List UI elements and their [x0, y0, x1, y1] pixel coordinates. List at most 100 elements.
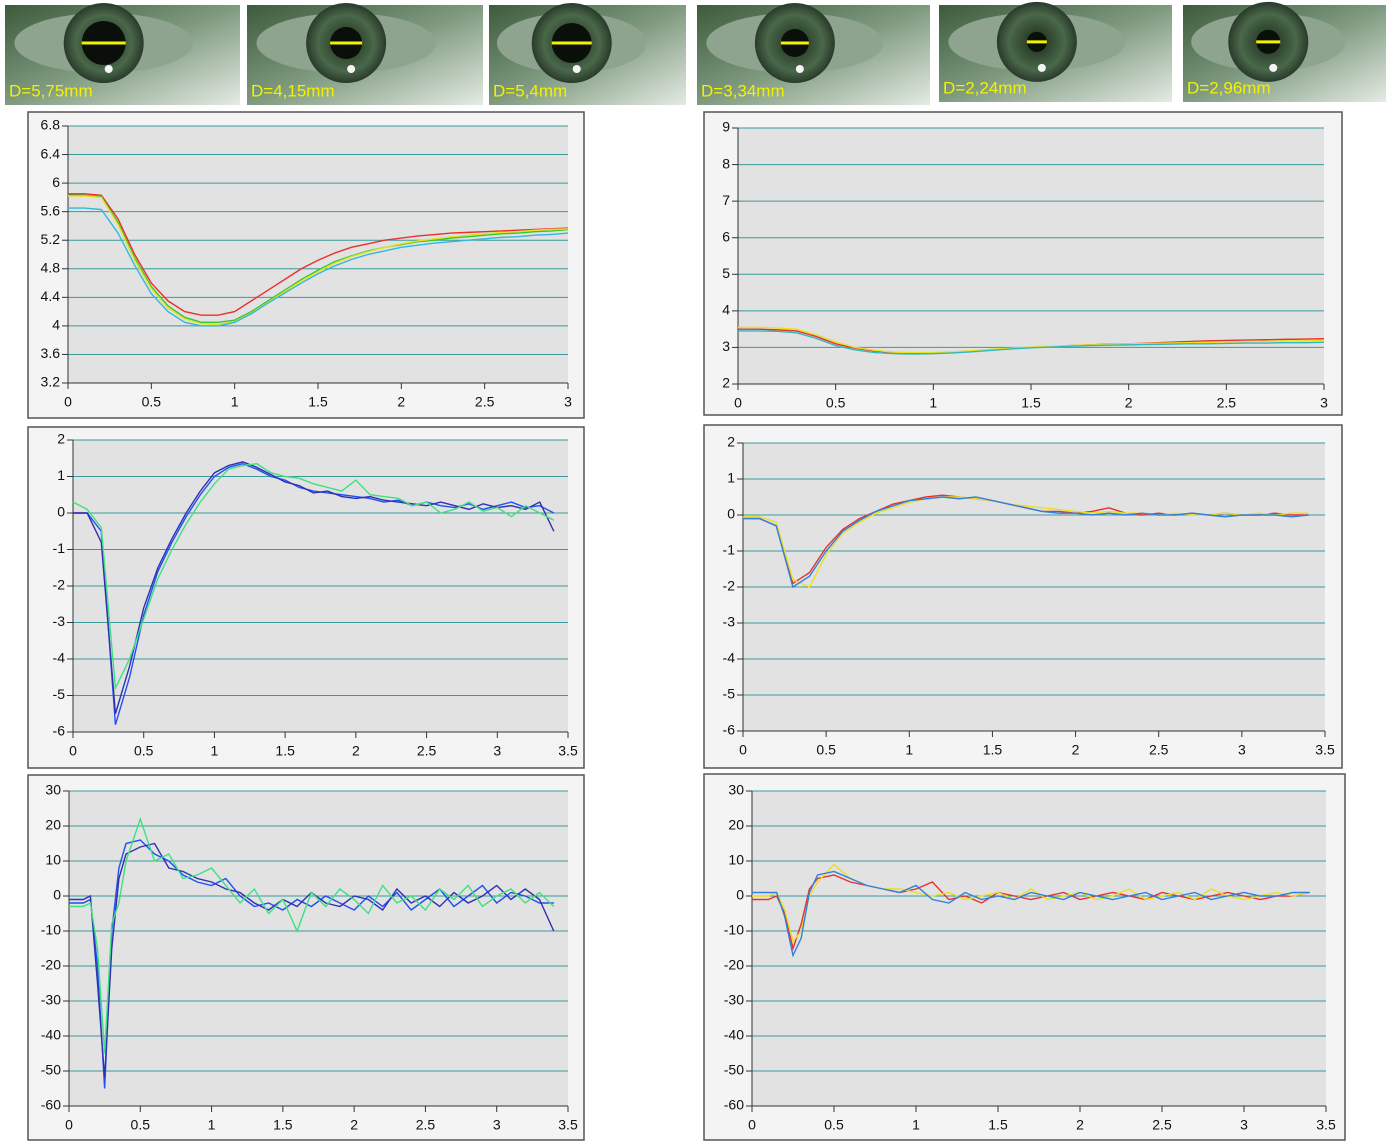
x-tick-label: 1.5	[273, 1117, 293, 1133]
chart: 3.23.644.44.85.25.666.46.800.511.522.53	[28, 112, 584, 418]
y-tick-label: 0	[53, 887, 61, 903]
x-tick-label: 2.5	[475, 394, 495, 410]
x-tick-label: 3.5	[1316, 1117, 1336, 1133]
x-tick-label: 3	[493, 743, 501, 759]
x-tick-label: 3	[1320, 395, 1328, 411]
x-tick-label: 3	[1238, 742, 1246, 758]
y-tick-label: 7	[722, 192, 730, 208]
y-tick-label: -30	[724, 992, 744, 1008]
y-tick-label: -50	[724, 1062, 744, 1078]
x-tick-label: 0	[734, 395, 742, 411]
reflection	[1269, 64, 1277, 72]
x-tick-label: 1.5	[988, 1117, 1008, 1133]
y-tick-label: 3	[722, 338, 730, 354]
x-tick-label: 3.5	[1315, 742, 1335, 758]
reflection	[573, 65, 581, 73]
y-tick-label: 30	[45, 782, 61, 798]
x-tick-label: 0.5	[824, 1117, 844, 1133]
y-tick-label: 10	[728, 852, 744, 868]
plot-area	[68, 126, 568, 383]
y-tick-label: 0	[727, 506, 735, 522]
y-tick-label: -60	[41, 1097, 61, 1113]
plot-area	[69, 791, 568, 1106]
x-tick-label: 1	[208, 1117, 216, 1133]
x-tick-label: 0	[64, 394, 72, 410]
y-tick-label: 2	[57, 431, 65, 447]
x-tick-label: 0	[65, 1117, 73, 1133]
y-tick-label: 2	[727, 434, 735, 450]
x-tick-label: 0.5	[131, 1117, 151, 1133]
y-tick-label: 6	[722, 228, 730, 244]
y-tick-label: -20	[41, 957, 61, 973]
eye-label: D=2,96mm	[1187, 78, 1271, 97]
x-tick-label: 2.5	[416, 1117, 436, 1133]
eye-label: D=5,4mm	[493, 81, 567, 100]
x-tick-label: 1.5	[275, 743, 295, 759]
x-tick-label: 2.5	[1149, 742, 1169, 758]
y-tick-label: -10	[724, 922, 744, 938]
eye-label: D=5,75mm	[9, 81, 93, 100]
y-tick-label: 0	[57, 504, 65, 520]
y-tick-label: 3.2	[41, 374, 61, 390]
figure: D=5,75mmD=4,15mmD=5,4mmD=3,34mmD=2,24mmD…	[0, 0, 1389, 1144]
y-tick-label: -1	[723, 542, 736, 558]
y-tick-label: 5	[722, 265, 730, 281]
x-tick-label: 0.5	[134, 743, 154, 759]
y-tick-label: 30	[728, 782, 744, 798]
y-tick-label: -5	[53, 686, 66, 702]
y-tick-label: -2	[723, 578, 736, 594]
y-tick-label: 4	[722, 302, 730, 318]
eye-photo: D=5,4mm	[489, 3, 686, 105]
y-tick-label: 20	[728, 817, 744, 833]
x-tick-label: 1.5	[983, 742, 1003, 758]
x-tick-label: 2.5	[417, 743, 437, 759]
y-tick-label: -30	[41, 992, 61, 1008]
y-tick-label: 1	[727, 470, 735, 486]
eye-photo: D=5,75mm	[5, 3, 240, 105]
y-tick-label: -40	[724, 1027, 744, 1043]
eye-photo: D=2,24mm	[939, 2, 1172, 102]
x-tick-label: 1	[231, 394, 239, 410]
reflection	[796, 65, 804, 73]
y-tick-label: -20	[724, 957, 744, 973]
y-tick-label: 4.4	[41, 288, 61, 304]
y-tick-label: -6	[53, 723, 66, 739]
x-tick-label: 0.5	[142, 394, 162, 410]
x-tick-label: 2	[1072, 742, 1080, 758]
y-tick-label: -60	[724, 1097, 744, 1113]
y-tick-label: 10	[45, 852, 61, 868]
y-tick-label: 20	[45, 817, 61, 833]
y-tick-label: 2	[722, 375, 730, 391]
y-tick-label: 4	[52, 317, 60, 333]
x-tick-label: 3.5	[558, 743, 578, 759]
y-tick-label: 4.8	[41, 259, 61, 275]
x-tick-label: 3.5	[558, 1117, 578, 1133]
y-tick-label: 8	[722, 155, 730, 171]
y-tick-label: -40	[41, 1027, 61, 1043]
y-tick-label: -3	[723, 614, 736, 630]
x-tick-label: 0.5	[826, 395, 846, 411]
eye-photo: D=2,96mm	[1183, 2, 1386, 102]
y-tick-label: -4	[723, 650, 736, 666]
eye-photo: D=3,34mm	[697, 3, 930, 105]
x-tick-label: 1.5	[308, 394, 328, 410]
reflection	[1038, 64, 1046, 72]
reflection	[105, 65, 113, 73]
chart: 2345678900.511.522.53	[704, 112, 1342, 415]
x-tick-label: 1	[929, 395, 937, 411]
y-tick-label: -2	[53, 577, 66, 593]
x-tick-label: 2	[1125, 395, 1133, 411]
x-tick-label: 2	[1076, 1117, 1084, 1133]
x-tick-label: 0.5	[816, 742, 836, 758]
y-tick-label: 5.2	[41, 231, 61, 247]
y-tick-label: 6	[52, 174, 60, 190]
x-tick-label: 3	[1240, 1117, 1248, 1133]
y-tick-label: -50	[41, 1062, 61, 1078]
y-tick-label: 6.8	[41, 117, 61, 133]
x-tick-label: 1	[905, 742, 913, 758]
x-tick-label: 2.5	[1217, 395, 1237, 411]
y-tick-label: -1	[53, 540, 66, 556]
x-tick-label: 0	[69, 743, 77, 759]
